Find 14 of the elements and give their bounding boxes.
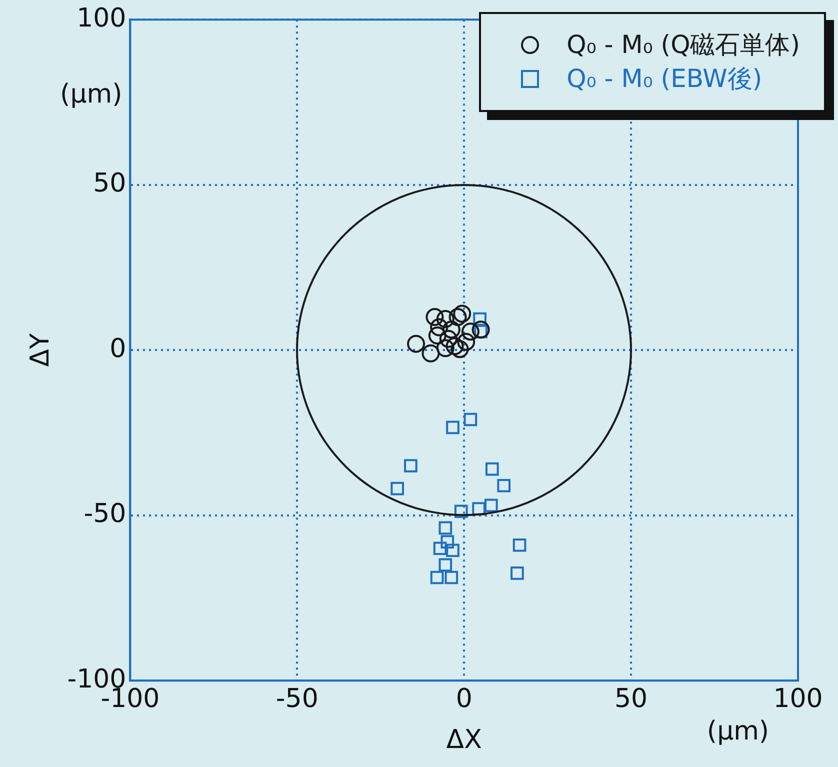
x-tick-label: -50	[276, 684, 318, 714]
y-tick-label: 50	[93, 168, 126, 199]
y-tick-label: 0	[110, 334, 126, 364]
x-tick-label: 100	[773, 684, 823, 714]
y-tick-label: 100	[76, 3, 126, 34]
text: (μm)	[60, 79, 122, 110]
y-axis-title: ΔY	[25, 333, 56, 367]
legend-label: Q₀ - M₀ (Q磁石単体)	[566, 29, 800, 61]
x-tick-label: 50	[614, 684, 648, 714]
x-tick-label: 0	[456, 684, 472, 714]
y-tick-label: -50	[84, 499, 126, 530]
x-axis-title: ΔX	[446, 725, 482, 756]
text: (μm)	[706, 716, 770, 746]
legend-label: Q₀ - M₀ (EBW後)	[566, 63, 762, 95]
